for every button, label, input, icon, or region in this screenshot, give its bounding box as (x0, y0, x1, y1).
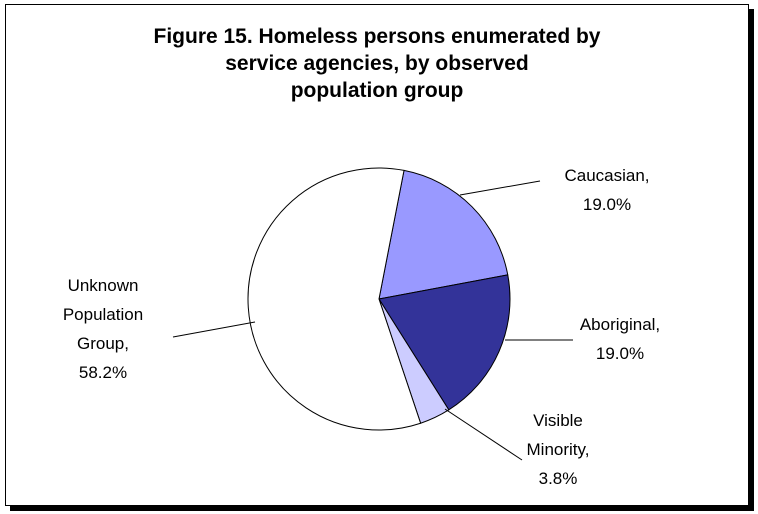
leader-line-visible-minority (444, 408, 523, 461)
slice-label-visible-minority: Visible Minority, 3.8% (527, 411, 590, 488)
slice-category-label: Caucasian, (564, 166, 649, 185)
slice-category-label: Group, (77, 334, 129, 353)
slice-label-unknown-population-group: Unknown Population Group, 58.2% (63, 276, 143, 382)
slice-category-label: Visible (533, 411, 583, 430)
slice-label-aboriginal: Aboriginal, 19.0% (580, 315, 660, 363)
leader-line-caucasian (459, 180, 541, 196)
slice-labels: Caucasian, 19.0% Aboriginal, 19.0% Visible Mi… (63, 166, 660, 488)
slice-label-caucasian: Caucasian, 19.0% (564, 166, 649, 214)
pie-slices (247, 167, 511, 431)
slice-category-label: Minority, (527, 440, 590, 459)
slice-value-label: 19.0% (583, 195, 631, 214)
pie-slice-aboriginal (378, 274, 511, 411)
slice-value-label: 19.0% (596, 344, 644, 363)
leader-lines (172, 180, 573, 461)
leader-line-unknown-population-group (172, 321, 256, 338)
chart-title: Figure 15. Homeless persons enumerated b… (153, 25, 601, 102)
slice-category-label: Unknown (68, 276, 139, 295)
pie-slice-caucasian (378, 169, 509, 300)
slice-category-label: Aboriginal, (580, 315, 660, 334)
slice-value-label: 58.2% (79, 363, 127, 382)
slice-value-label: 3.8% (539, 469, 578, 488)
slice-category-label: Population (63, 305, 143, 324)
pie-slice-unknown-population-group (247, 167, 422, 431)
